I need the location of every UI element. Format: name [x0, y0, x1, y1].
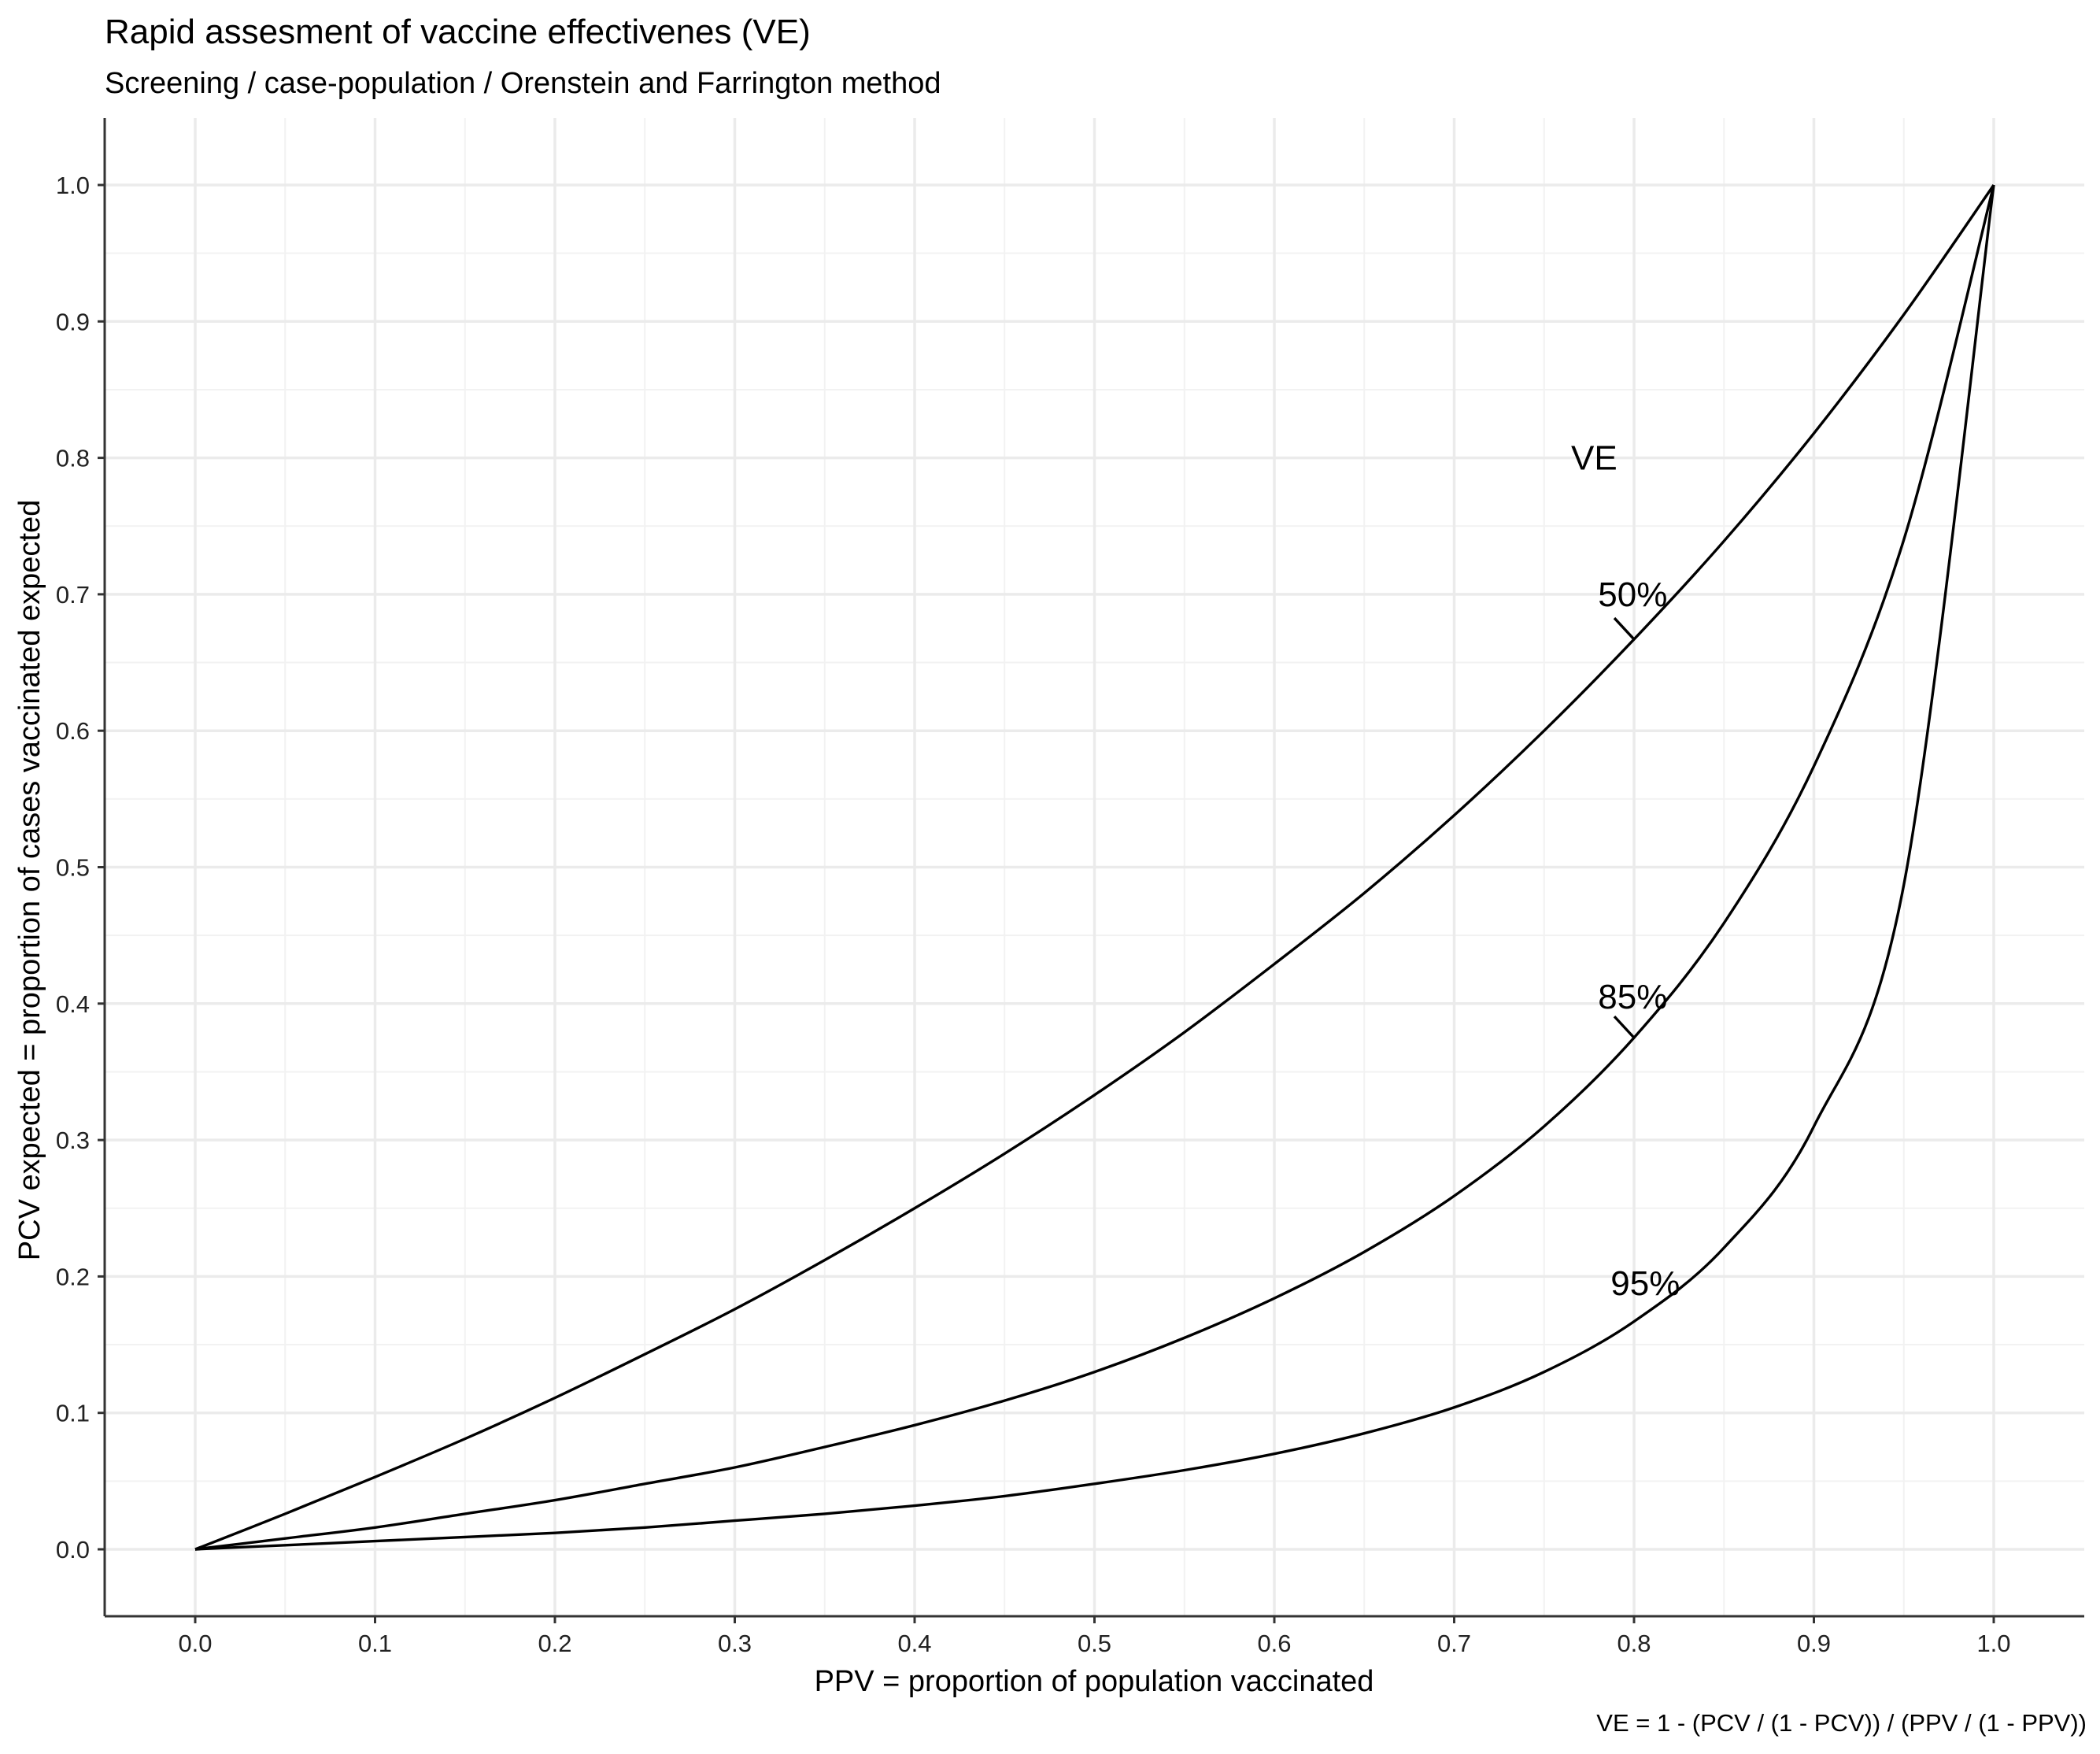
x-tick-label: 0.4: [897, 1630, 931, 1657]
x-tick-label: 1.0: [1976, 1630, 2010, 1657]
y-tick-label: 0.3: [56, 1127, 90, 1154]
y-tick-label: 0.9: [56, 308, 90, 335]
y-tick-label: 0.0: [56, 1536, 90, 1563]
x-tick-label: 0.1: [358, 1630, 392, 1657]
curve-label: 50%: [1598, 575, 1667, 614]
y-tick-label: 0.8: [56, 445, 90, 472]
series-line-ve-95: [194, 184, 1995, 1551]
series-line-ve-50: [194, 184, 1995, 1551]
x-tick-label: 0.0: [178, 1630, 212, 1657]
curve-label: VE: [1571, 439, 1618, 478]
y-tick-label: 0.5: [56, 854, 90, 882]
chart-title: Rapid assesment of vaccine effectivenes …: [105, 13, 811, 51]
curve-labels: VE 50% 85% 95%: [1571, 439, 1680, 1303]
x-tick-label: 0.5: [1078, 1630, 1111, 1657]
x-tick-label: 0.2: [538, 1630, 571, 1657]
y-tick-label: 0.6: [56, 717, 90, 745]
x-tick-label: 0.7: [1437, 1630, 1471, 1657]
series-line-ve-85: [194, 184, 1995, 1551]
axes: [98, 118, 2084, 1623]
tick-labels: 0.0 0.1 0.2 0.3 0.4 0.5 0.6 0.7 0.8 0.9 1.0 0.0 0.1 0…: [56, 172, 2011, 1657]
chart-subtitle: Screening / case-population / Orenstein …: [105, 67, 941, 100]
series-lines: [194, 184, 1995, 1551]
label-leader-line: [1613, 1015, 1636, 1039]
x-tick-label: 0.6: [1257, 1630, 1291, 1657]
x-axis-title: PPV = proportion of population vaccinate…: [815, 1665, 1374, 1698]
grid: [105, 118, 2084, 1616]
label-leader-line: [1613, 616, 1636, 641]
y-tick-label: 1.0: [56, 172, 90, 199]
curve-label: 85%: [1598, 978, 1667, 1016]
chart-caption: VE = 1 - (PCV / (1 - PCV)) / (PPV / (1 -…: [1596, 1709, 2087, 1737]
x-tick-label: 0.8: [1617, 1630, 1651, 1657]
curve-label: 95%: [1610, 1264, 1680, 1303]
x-tick-label: 0.3: [718, 1630, 752, 1657]
y-tick-label: 0.1: [56, 1400, 90, 1427]
y-tick-label: 0.7: [56, 581, 90, 609]
y-tick-label: 0.4: [56, 990, 90, 1018]
y-axis-title: PCV expected = proportion of cases vacci…: [13, 500, 46, 1260]
x-tick-label: 0.9: [1797, 1630, 1831, 1657]
y-tick-label: 0.2: [56, 1263, 90, 1290]
